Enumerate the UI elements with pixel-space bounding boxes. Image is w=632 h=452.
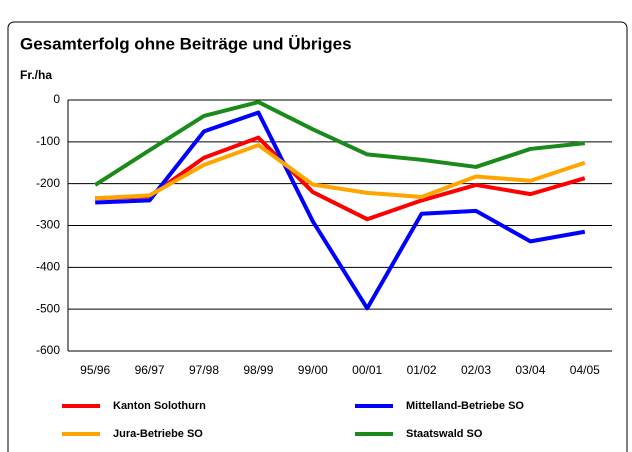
- series-line: [95, 143, 586, 201]
- x-tick-label: 04/05: [570, 363, 600, 377]
- chart-title: Gesamterfolg ohne Beiträge und Übriges: [20, 34, 352, 53]
- x-tick-label: 99/00: [298, 363, 328, 377]
- x-tick-label: 02/03: [461, 363, 491, 377]
- y-tick-label: -200: [36, 176, 60, 190]
- x-tick-label: 00/01: [352, 363, 382, 377]
- legend-label: Jura-Betriebe SO: [113, 428, 203, 440]
- y-tick-label: -500: [36, 301, 60, 315]
- series-line: [94, 100, 586, 187]
- x-tick-label: 97/98: [189, 363, 219, 377]
- y-tick-label: -600: [36, 343, 60, 357]
- y-tick-label: -100: [36, 134, 60, 148]
- series-line: [95, 135, 586, 222]
- y-tick-label: -400: [36, 260, 60, 274]
- legend-label: Staatswald SO: [406, 428, 483, 440]
- legend-label: Mittelland-Betriebe SO: [406, 400, 524, 412]
- x-tick-label: 96/97: [135, 363, 165, 377]
- y-axis-label: Fr./ha: [20, 68, 52, 82]
- x-tick-label: 03/04: [515, 363, 545, 377]
- x-tick-label: 95/96: [80, 363, 110, 377]
- x-tick-label: 98/99: [243, 363, 273, 377]
- y-tick-label: 0: [53, 92, 60, 106]
- y-tick-label: -300: [36, 218, 60, 232]
- legend-label: Kanton Solothurn: [113, 400, 206, 412]
- series-line: [95, 110, 586, 311]
- x-tick-label: 01/02: [407, 363, 437, 377]
- chart-frame: [7, 21, 628, 452]
